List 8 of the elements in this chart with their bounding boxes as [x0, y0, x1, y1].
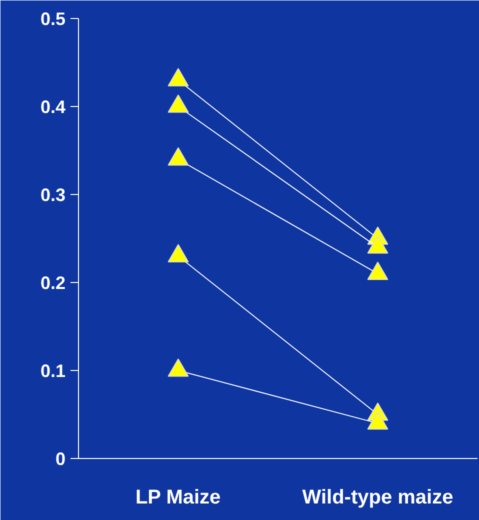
x-tick-label: Wild-type maize [302, 486, 454, 508]
y-tick-label: 0.5 [40, 9, 66, 29]
y-tick-label: 0.1 [40, 361, 66, 381]
y-tick-label: 0.2 [40, 273, 66, 293]
y-tick-label: 0 [55, 449, 66, 469]
y-tick-label: 0.3 [40, 185, 66, 205]
x-tick-label: LP Maize [135, 486, 221, 508]
y-tick-label: 0.4 [40, 97, 66, 117]
